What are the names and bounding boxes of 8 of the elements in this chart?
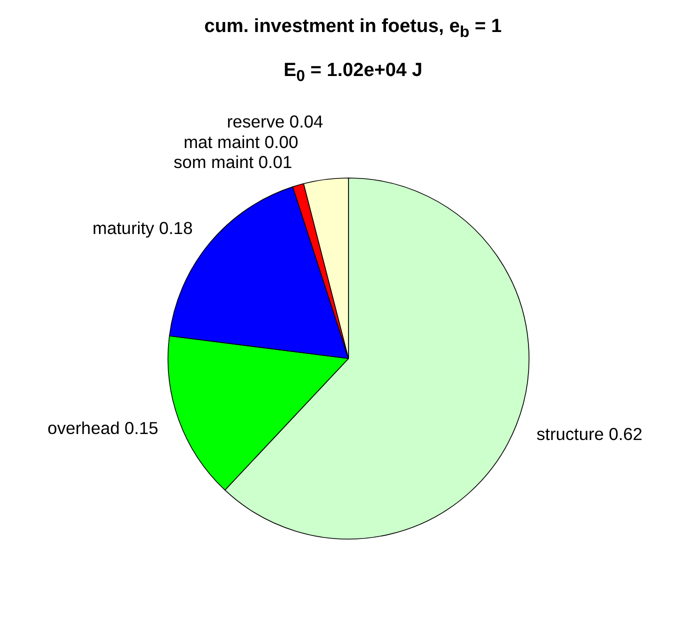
chart-subtitle: E$_{0}$ = 1.02e+04 J xyxy=(284,59,422,87)
category-label: mat maint 0.00 xyxy=(184,132,298,152)
slice-label: reserve 0.04 xyxy=(226,112,324,132)
slice-label: structure 0.62 xyxy=(536,424,642,444)
slice-label: maturity 0.18 xyxy=(92,218,193,238)
chart-title: cum. investment in foetus, e$_{b}$ = 1 xyxy=(204,15,502,43)
slice-label: overhead 0.15 xyxy=(47,418,158,438)
slice-label: som maint 0.01 xyxy=(174,152,292,172)
